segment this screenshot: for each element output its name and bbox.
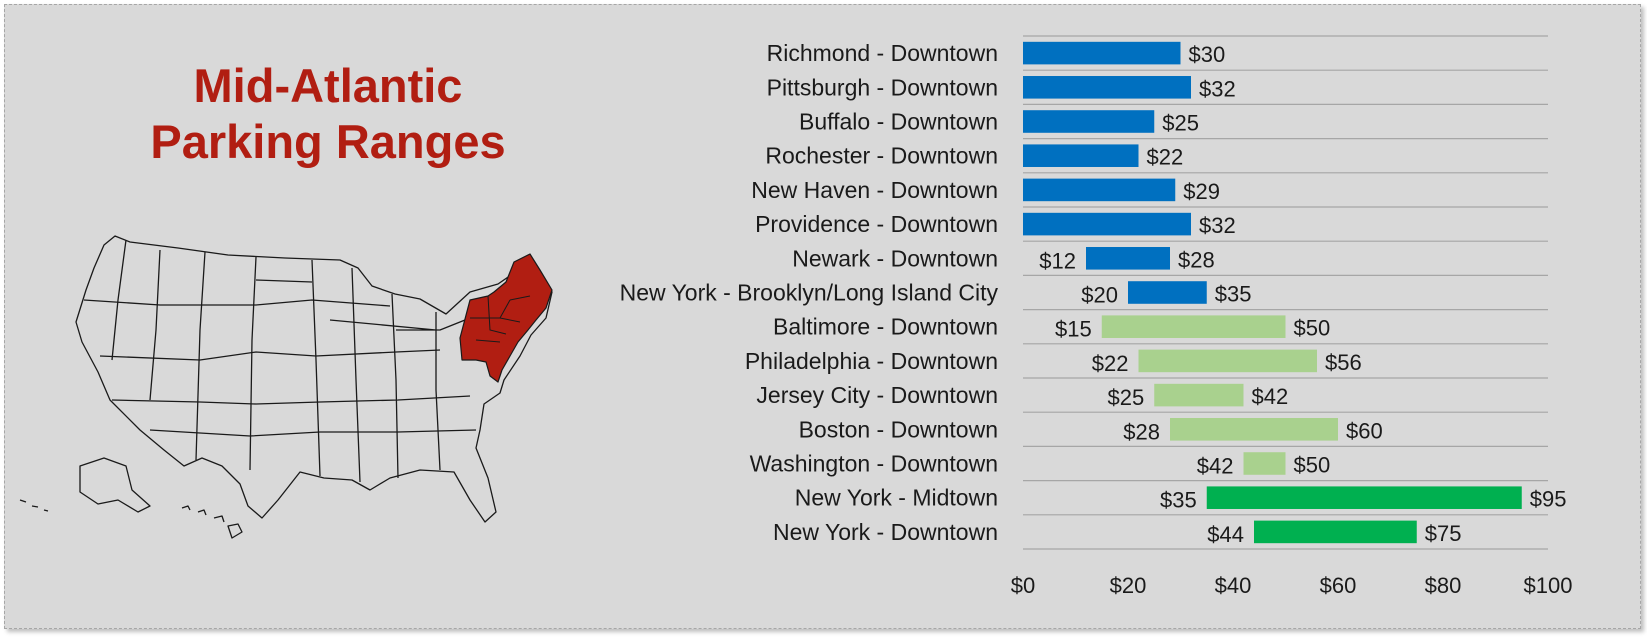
high-value-label: $50	[1294, 316, 1331, 341]
range-bar	[1086, 247, 1170, 270]
northeast-highlight	[459, 253, 553, 383]
category-label: New York - Brooklyn/Long Island City	[620, 280, 999, 306]
high-value-label: $60	[1346, 418, 1383, 443]
range-bar	[1023, 144, 1139, 167]
category-label: Boston - Downtown	[799, 416, 998, 442]
range-bar	[1138, 349, 1317, 373]
low-value-label: $28	[1123, 419, 1160, 444]
high-value-label: $35	[1215, 282, 1252, 307]
range-bar	[1023, 110, 1155, 133]
range-bar	[1128, 281, 1207, 304]
category-label: Jersey City - Downtown	[756, 382, 998, 408]
x-tick-label: $100	[1524, 573, 1573, 598]
chart-title: Mid-Atlantic Parking Ranges	[98, 58, 558, 170]
low-value-label: $25	[1108, 385, 1145, 410]
range-bar	[1243, 452, 1286, 475]
range-bar	[1023, 76, 1191, 99]
high-value-label: $29	[1183, 179, 1220, 204]
range-bar	[1254, 520, 1417, 544]
category-labels: Richmond - Downtown Pittsburgh - Downtown…	[620, 40, 999, 545]
low-value-label: $44	[1207, 522, 1244, 547]
high-value-label: $22	[1147, 145, 1184, 170]
high-value-label: $28	[1178, 247, 1215, 272]
range-bar	[1154, 383, 1244, 407]
value-labels: $30$32$25$22$29$32$28$12$35$20$50$15$56$…	[1039, 42, 1566, 547]
x-tick-label: $80	[1425, 573, 1462, 598]
high-value-label: $42	[1252, 384, 1289, 409]
range-bar	[1206, 486, 1522, 509]
low-value-label: $35	[1160, 488, 1197, 513]
bars	[1023, 41, 1522, 544]
range-bar	[1023, 41, 1181, 65]
us-outline	[75, 235, 553, 523]
gridlines	[1023, 35, 1548, 550]
category-label: Buffalo - Downtown	[799, 109, 998, 135]
alaska-outline	[79, 457, 151, 513]
category-label: Newark - Downtown	[792, 245, 998, 271]
x-tick-label: $0	[1011, 573, 1035, 598]
category-label: New Haven - Downtown	[751, 177, 998, 203]
category-label: New York - Downtown	[773, 519, 998, 545]
state-lines-horizontal	[83, 279, 477, 437]
category-label: Providence - Downtown	[755, 211, 998, 237]
category-label: New York - Midtown	[795, 485, 998, 511]
title-line-2: Parking Ranges	[150, 115, 506, 168]
range-bar	[1170, 418, 1338, 441]
category-label: Pittsburgh - Downtown	[767, 74, 998, 100]
title-line-1: Mid-Atlantic	[193, 59, 463, 112]
category-label: Rochester - Downtown	[765, 143, 998, 169]
low-value-label: $15	[1055, 317, 1092, 342]
low-value-label: $20	[1081, 283, 1118, 308]
x-tick-label: $40	[1215, 573, 1252, 598]
x-tick-label: $60	[1320, 573, 1357, 598]
high-value-label: $75	[1425, 521, 1462, 546]
high-value-label: $25	[1162, 111, 1199, 136]
high-value-label: $32	[1199, 213, 1236, 238]
high-value-label: $95	[1530, 487, 1567, 512]
high-value-label: $30	[1189, 42, 1226, 67]
range-bar	[1023, 178, 1176, 202]
category-label: Washington - Downtown	[750, 451, 998, 477]
aleutian-islands	[19, 499, 49, 512]
high-value-label: $56	[1325, 350, 1362, 375]
high-value-label: $50	[1294, 453, 1331, 478]
category-label: Richmond - Downtown	[767, 40, 998, 66]
range-bar	[1023, 212, 1191, 236]
hawaii-islands	[181, 505, 243, 539]
range-bar	[1101, 315, 1286, 338]
high-value-label: $32	[1199, 76, 1236, 101]
state-lines-vertical	[111, 239, 441, 483]
x-axis-ticks: $0 $20 $40 $60 $80 $100	[1011, 573, 1573, 598]
low-value-label: $12	[1039, 248, 1076, 273]
x-tick-label: $20	[1110, 573, 1147, 598]
category-label: Philadelphia - Downtown	[745, 348, 998, 374]
category-label: Baltimore - Downtown	[773, 314, 998, 340]
low-value-label: $22	[1092, 351, 1129, 376]
low-value-label: $42	[1197, 454, 1234, 479]
